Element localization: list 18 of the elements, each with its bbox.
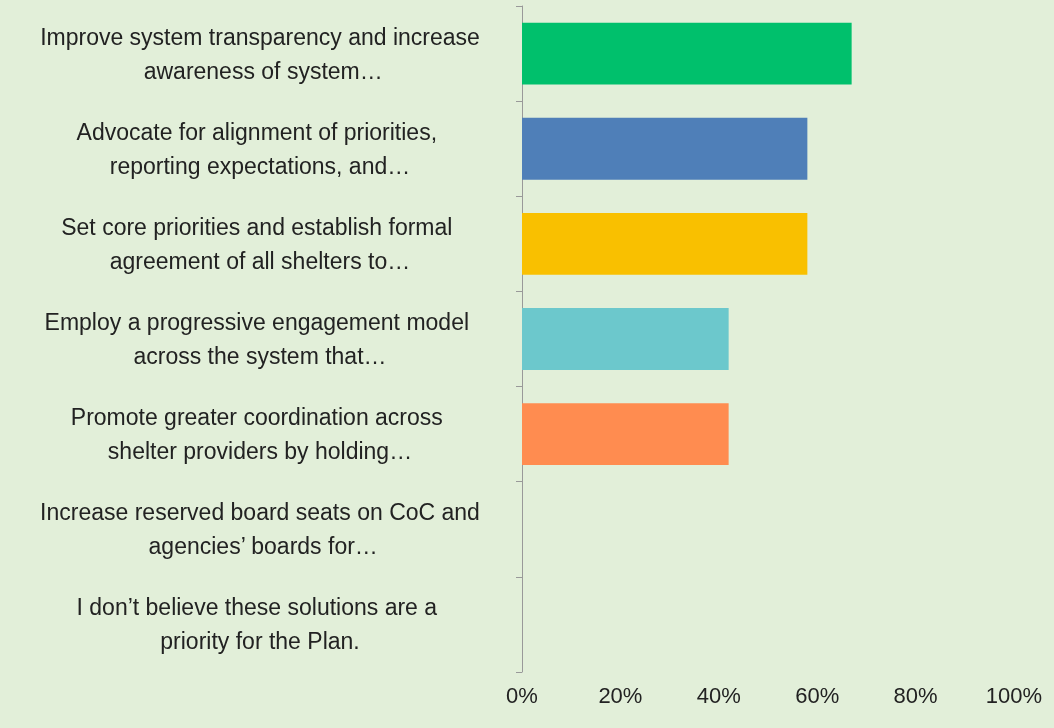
y-tick-label: Advocate for alignment of priorities, reporting expectations, and… — [76, 118, 444, 179]
y-tick-label: Improve system transparency and increase awareness of system… — [40, 23, 480, 84]
y-tick-label: Promote greater coordination across shelter providers by holding… — [70, 404, 450, 465]
x-tick-label: 20% — [598, 682, 643, 708]
bar — [522, 22, 852, 85]
y-tick-label: Increase reserved board seats on CoC and agencies’ boards for… — [40, 499, 480, 560]
bar — [522, 308, 729, 370]
y-tick-label: Set core priorities and establish formal agreement of all shelters to… — [61, 213, 459, 274]
bar — [522, 212, 808, 275]
x-tick-label: 40% — [696, 682, 741, 708]
y-tick-label: I don’t believe these solutions are a priority for the Plan. — [76, 594, 444, 655]
x-tick-label: 60% — [795, 682, 840, 708]
bar — [522, 403, 729, 466]
bar — [522, 117, 808, 180]
x-tick-label: 100% — [985, 682, 1043, 708]
x-tick-label: 0% — [506, 682, 538, 708]
y-tick-label: Employ a progressive engagement model across the system that… — [44, 309, 476, 369]
x-tick-label: 80% — [893, 682, 938, 708]
